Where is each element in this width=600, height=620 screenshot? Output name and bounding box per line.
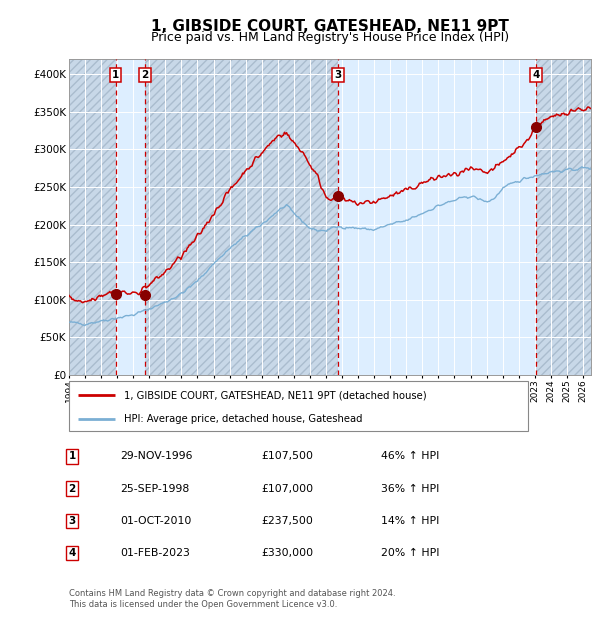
Text: £237,500: £237,500	[261, 516, 313, 526]
Text: 2: 2	[68, 484, 76, 494]
Text: 1, GIBSIDE COURT, GATESHEAD, NE11 9PT (detached house): 1, GIBSIDE COURT, GATESHEAD, NE11 9PT (d…	[124, 390, 427, 400]
Text: Contains HM Land Registry data © Crown copyright and database right 2024.
This d: Contains HM Land Registry data © Crown c…	[69, 590, 395, 609]
Text: Price paid vs. HM Land Registry's House Price Index (HPI): Price paid vs. HM Land Registry's House …	[151, 31, 509, 44]
Text: 4: 4	[68, 548, 76, 558]
Bar	[69, 59, 116, 375]
Bar	[536, 59, 591, 375]
Text: 36% ↑ HPI: 36% ↑ HPI	[381, 484, 439, 494]
Text: £107,500: £107,500	[261, 451, 313, 461]
Text: 46% ↑ HPI: 46% ↑ HPI	[381, 451, 439, 461]
Text: 3: 3	[334, 69, 341, 80]
Text: £330,000: £330,000	[261, 548, 313, 558]
Bar	[116, 59, 145, 375]
Text: 20% ↑ HPI: 20% ↑ HPI	[381, 548, 439, 558]
Text: 1, GIBSIDE COURT, GATESHEAD, NE11 9PT: 1, GIBSIDE COURT, GATESHEAD, NE11 9PT	[151, 19, 509, 33]
Text: HPI: Average price, detached house, Gateshead: HPI: Average price, detached house, Gate…	[124, 414, 362, 423]
Text: 1: 1	[68, 451, 76, 461]
Text: £107,000: £107,000	[261, 484, 313, 494]
Text: 25-SEP-1998: 25-SEP-1998	[120, 484, 189, 494]
Text: 4: 4	[532, 69, 540, 80]
Text: 01-OCT-2010: 01-OCT-2010	[120, 516, 191, 526]
Text: 2: 2	[142, 69, 149, 80]
FancyBboxPatch shape	[69, 381, 528, 431]
Text: 3: 3	[68, 516, 76, 526]
Text: 29-NOV-1996: 29-NOV-1996	[120, 451, 193, 461]
Bar	[145, 59, 338, 375]
Text: 1: 1	[112, 69, 119, 80]
Text: 14% ↑ HPI: 14% ↑ HPI	[381, 516, 439, 526]
Bar	[338, 59, 536, 375]
Text: 01-FEB-2023: 01-FEB-2023	[120, 548, 190, 558]
